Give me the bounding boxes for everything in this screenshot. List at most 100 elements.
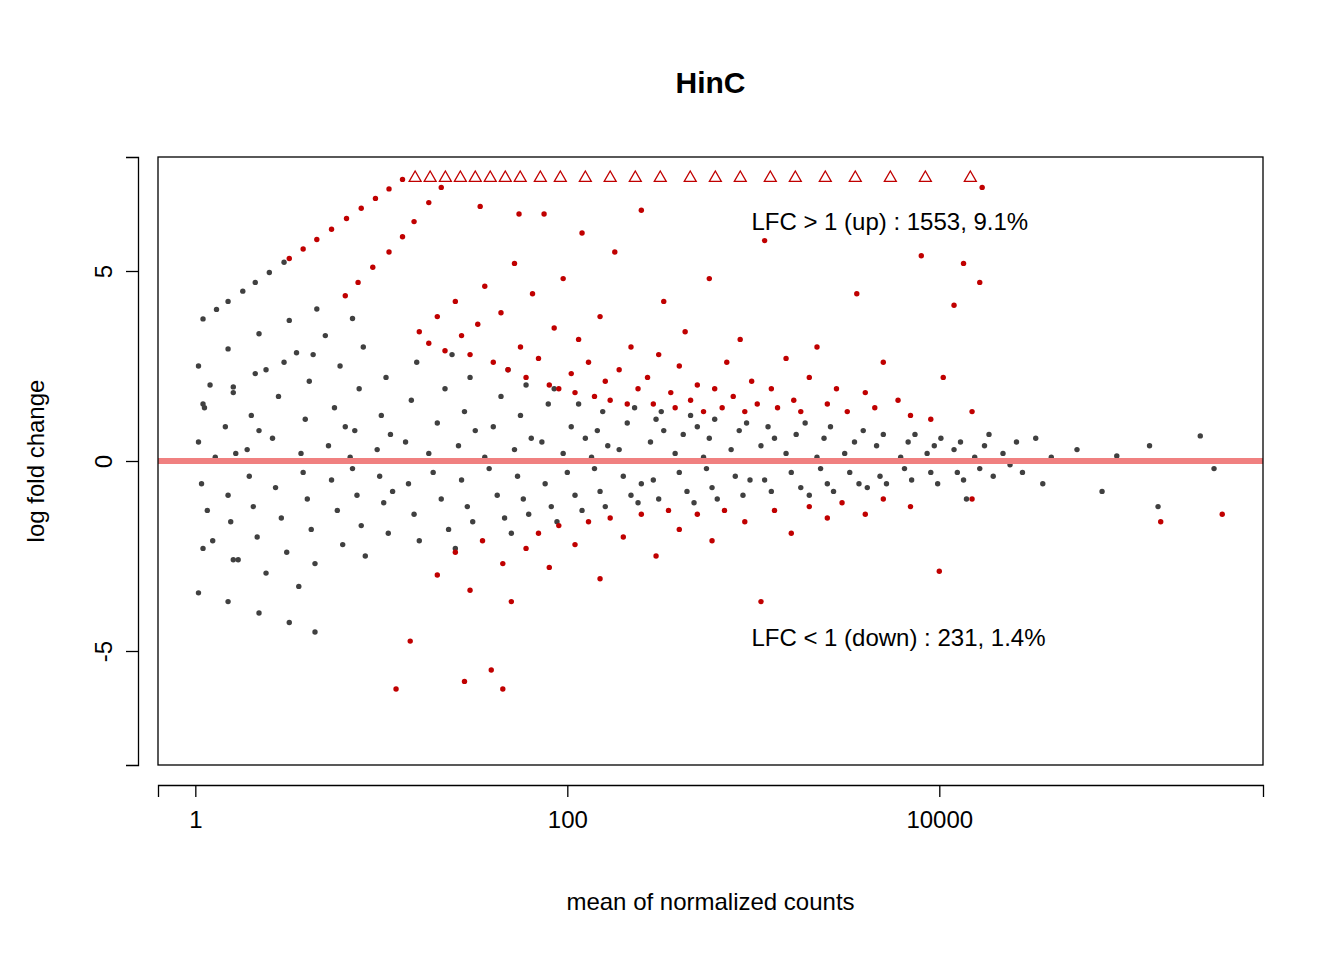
point: [1014, 439, 1019, 444]
point: [332, 405, 337, 410]
annotation: LFC > 1 (up) : 1553, 9.1%: [751, 208, 1028, 235]
point: [536, 356, 541, 361]
point: [417, 329, 422, 334]
point: [512, 261, 517, 266]
point: [256, 428, 261, 433]
point: [597, 489, 602, 494]
point: [383, 375, 388, 380]
point: [462, 409, 467, 414]
point: [1158, 519, 1163, 524]
point: [408, 638, 413, 643]
point: [426, 200, 431, 205]
point: [586, 360, 591, 365]
point: [287, 256, 292, 261]
point: [895, 398, 900, 403]
point: [273, 485, 278, 490]
point: [1033, 436, 1038, 441]
point: [654, 171, 666, 181]
point: [199, 481, 204, 486]
point: [603, 504, 608, 509]
point: [406, 481, 411, 486]
y-tick: -5: [90, 641, 138, 662]
point: [569, 424, 574, 429]
point: [961, 261, 966, 266]
point: [1198, 433, 1203, 438]
y-tick-label: -5: [90, 641, 117, 662]
x-axis-title: mean of normalized counts: [566, 888, 854, 915]
point: [355, 280, 360, 285]
point: [737, 337, 742, 342]
point: [632, 405, 637, 410]
point: [518, 344, 523, 349]
point: [666, 508, 671, 513]
point: [303, 417, 308, 422]
point: [635, 386, 640, 391]
point: [603, 379, 608, 384]
point: [648, 439, 653, 444]
point: [928, 417, 933, 422]
point: [454, 171, 466, 181]
point: [498, 310, 503, 315]
point: [223, 424, 228, 429]
point: [597, 576, 602, 581]
point: [352, 428, 357, 433]
point: [475, 322, 480, 327]
point: [386, 249, 391, 254]
y-axis-line: [126, 158, 139, 766]
point: [225, 299, 230, 304]
point: [276, 394, 281, 399]
point: [267, 270, 272, 275]
point: [734, 171, 746, 181]
point: [393, 686, 398, 691]
point: [961, 477, 966, 482]
point: [924, 451, 929, 456]
point: [424, 171, 436, 181]
point: [240, 288, 245, 293]
point: [719, 405, 724, 410]
point: [605, 443, 610, 448]
point: [337, 363, 342, 368]
point: [477, 204, 482, 209]
point: [284, 550, 289, 555]
point: [523, 375, 528, 380]
point: [951, 303, 956, 308]
point: [1099, 489, 1104, 494]
point: [951, 447, 956, 452]
point: [551, 386, 556, 391]
point: [469, 171, 481, 181]
point: [747, 477, 752, 482]
point: [225, 493, 230, 498]
point: [300, 246, 305, 251]
point: [200, 401, 205, 406]
point: [807, 493, 812, 498]
point: [724, 360, 729, 365]
point: [411, 512, 416, 517]
point: [639, 481, 644, 486]
point: [515, 474, 520, 479]
point: [651, 477, 656, 482]
point: [586, 519, 591, 524]
point: [390, 489, 395, 494]
x-axis: 110010000: [159, 785, 1264, 833]
point: [579, 508, 584, 513]
point: [256, 610, 261, 615]
point: [969, 496, 974, 501]
point: [435, 314, 440, 319]
point: [489, 667, 494, 672]
point: [877, 474, 882, 479]
point: [495, 493, 500, 498]
point: [677, 527, 682, 532]
point: [314, 306, 319, 311]
point: [294, 350, 299, 355]
point: [576, 401, 581, 406]
point: [359, 206, 364, 211]
point: [863, 390, 868, 395]
point: [560, 276, 565, 281]
point: [344, 216, 349, 221]
point: [569, 371, 574, 376]
point: [530, 291, 535, 296]
point: [742, 519, 747, 524]
point: [935, 481, 940, 486]
point: [758, 443, 763, 448]
point: [762, 238, 767, 243]
